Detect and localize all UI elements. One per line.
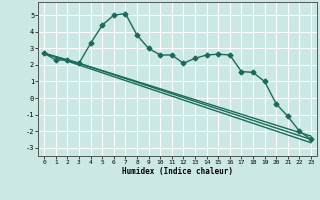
X-axis label: Humidex (Indice chaleur): Humidex (Indice chaleur) <box>122 167 233 176</box>
